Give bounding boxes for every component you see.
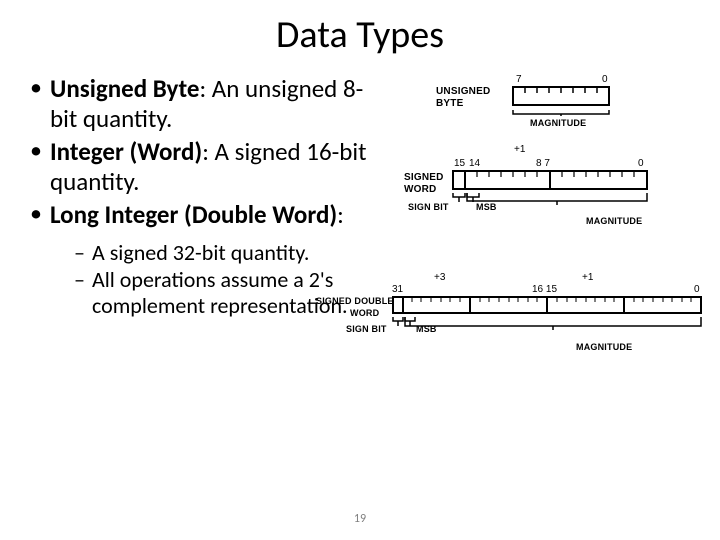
content-row: Unsigned Byte: An unsigned 8-bit quantit… [28, 74, 692, 323]
slide: Data Types Unsigned Byte: An unsigned 8-… [0, 0, 720, 540]
sd-n0: 0 [694, 284, 700, 295]
sub-list: A signed 32-bit quantity. All operations… [50, 240, 388, 320]
ub-box-svg [512, 86, 612, 116]
bullet-2-bold: Integer (Word) [50, 136, 202, 167]
bullet-2: Integer (Word): A signed 16-bit quantity… [28, 137, 388, 196]
sd-label-1: SIGNED DOUBLE [316, 296, 394, 306]
sw-n14: 14 [469, 158, 480, 169]
page-number: 19 [354, 512, 366, 526]
sd-n31: 31 [392, 284, 403, 295]
bullet-list: Unsigned Byte: An unsigned 8-bit quantit… [28, 74, 388, 319]
sw-n0: 0 [638, 158, 644, 169]
sd-n1615: 16 15 [532, 284, 557, 295]
sd-off3: +3 [434, 272, 445, 283]
text-column: Unsigned Byte: An unsigned 8-bit quantit… [28, 74, 388, 323]
sw-n15: 15 [454, 158, 465, 169]
sw-signbit: SIGN BIT [408, 202, 449, 212]
sw-magnitude: MAGNITUDE [586, 216, 642, 226]
bullet-1: Unsigned Byte: An unsigned 8-bit quantit… [28, 74, 388, 133]
sw-box-svg [452, 170, 652, 206]
ub-label-2: BYTE [436, 98, 463, 109]
sw-label-1: SIGNED [404, 172, 444, 183]
sd-label-2: WORD [350, 308, 379, 318]
bullet-3-bold: Long Integer (Double Word) [50, 199, 337, 230]
ub-label-1: UNSIGNED [436, 86, 490, 97]
sw-msb: MSB [476, 202, 497, 212]
sd-off1: +1 [582, 272, 593, 283]
sw-n87: 8 7 [536, 158, 550, 169]
sw-offset: +1 [514, 144, 525, 155]
ub-num-0: 0 [602, 74, 608, 85]
bullet-1-bold: Unsigned Byte [50, 73, 199, 104]
ub-num-7: 7 [516, 74, 522, 85]
sd-signbit: SIGN BIT [346, 324, 387, 334]
diagram-column: 7 0 UNSIGNED BYTE MAGNITUDE [396, 74, 692, 323]
sub-2: All operations assume a 2's complement r… [74, 267, 388, 319]
bullet-3-rest: : [337, 199, 344, 230]
sd-box-svg [392, 296, 704, 332]
sd-magnitude: MAGNITUDE [576, 342, 632, 352]
sd-msb: MSB [416, 324, 437, 334]
slide-title: Data Types [28, 12, 692, 58]
sub-1: A signed 32-bit quantity. [74, 240, 388, 266]
ub-magnitude: MAGNITUDE [530, 118, 586, 128]
sw-label-2: WORD [404, 184, 436, 195]
